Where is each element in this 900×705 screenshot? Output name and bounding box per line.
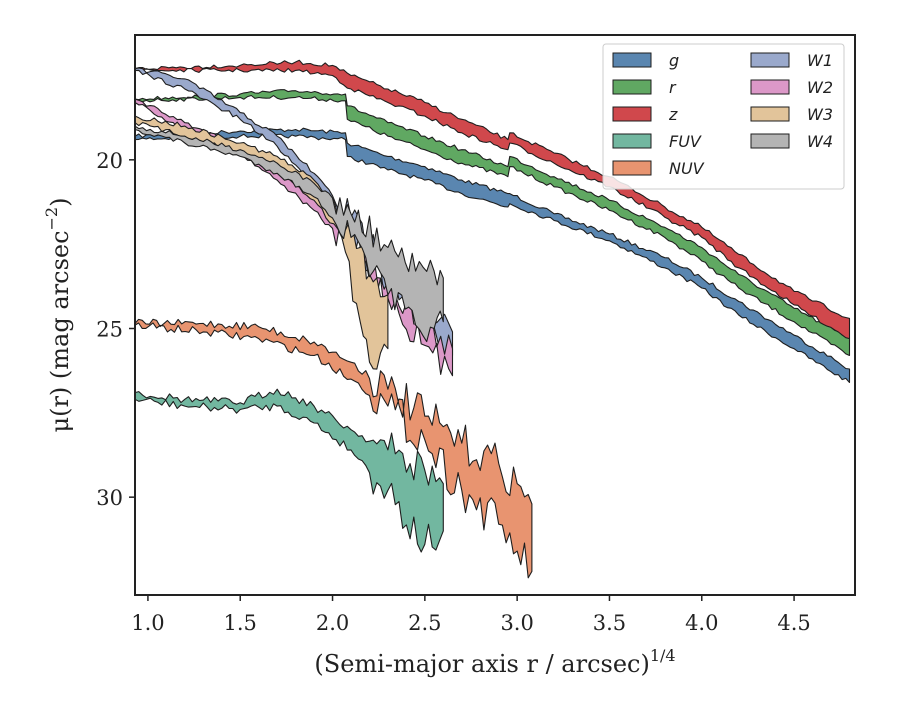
legend-label-w2: W2 bbox=[807, 78, 833, 97]
x-axis-label: (Semi-major axis r / arcsec)1/4 bbox=[314, 646, 675, 678]
band-r bbox=[134, 89, 851, 357]
y-axis-label-main: μ(r) (mag arcsec bbox=[46, 230, 74, 432]
legend-label-g: g bbox=[669, 51, 679, 70]
legend-label-w3: W3 bbox=[807, 105, 833, 124]
legend-swatch-fuv bbox=[612, 133, 652, 149]
legend-swatch-w4 bbox=[750, 133, 790, 149]
y-axis-label: μ(r) (mag arcsec−2) bbox=[42, 198, 74, 433]
x-tick-label-4-5: 4.5 bbox=[777, 611, 810, 635]
legend-label-z: z bbox=[668, 105, 678, 124]
y-axis-label-tail: ) bbox=[46, 198, 74, 207]
band-g bbox=[134, 127, 851, 384]
plot-frame bbox=[134, 34, 856, 596]
x-tick-label-1-5: 1.5 bbox=[224, 611, 257, 635]
x-axis-label-sup: 1/4 bbox=[650, 646, 676, 665]
x-tick-label-3-5: 3.5 bbox=[593, 611, 626, 635]
x-tick-label-2-0: 2.0 bbox=[316, 611, 349, 635]
y-axis-label-sup: −2 bbox=[42, 207, 61, 231]
y-axis: 20 25 30 bbox=[96, 149, 135, 510]
x-axis-label-main: (Semi-major axis r / arcsec) bbox=[314, 650, 649, 678]
band-z bbox=[134, 59, 851, 340]
x-tick-label-2-5: 2.5 bbox=[408, 611, 441, 635]
legend-swatch-g bbox=[612, 52, 652, 68]
legend-label-nuv: NUV bbox=[669, 159, 705, 178]
legend-items: grz FUV NUV W1 W2 W3 W4 bbox=[612, 51, 833, 178]
band-w4 bbox=[134, 125, 444, 343]
y-tick-label-30: 30 bbox=[96, 486, 123, 510]
bands-layer bbox=[134, 59, 851, 579]
y-tick-label-25: 25 bbox=[96, 317, 123, 341]
x-tick-label-1-0: 1.0 bbox=[131, 611, 164, 635]
x-tick-label-4-0: 4.0 bbox=[685, 611, 718, 635]
band-fuv bbox=[134, 388, 444, 553]
legend-swatch-r bbox=[612, 79, 652, 95]
legend-label-r: r bbox=[669, 78, 677, 97]
legend-label-w4: W4 bbox=[807, 132, 833, 151]
legend-label-w1: W1 bbox=[807, 51, 833, 70]
legend-swatch-w3 bbox=[750, 106, 790, 122]
legend-swatch-z bbox=[612, 106, 652, 122]
legend: grz FUV NUV W1 W2 W3 W4 bbox=[602, 43, 845, 190]
legend-swatch-nuv bbox=[612, 160, 652, 176]
band-nuv bbox=[134, 318, 533, 579]
legend-swatch-w2 bbox=[750, 79, 790, 95]
legend-label-fuv: FUV bbox=[669, 132, 702, 151]
x-tick-label-3-0: 3.0 bbox=[500, 611, 533, 635]
x-axis: 1.0 1.5 2.0 2.5 3.0 3.5 4.0 4.5 bbox=[131, 595, 811, 635]
y-tick-label-20: 20 bbox=[96, 149, 123, 173]
legend-swatch-w1 bbox=[750, 52, 790, 68]
